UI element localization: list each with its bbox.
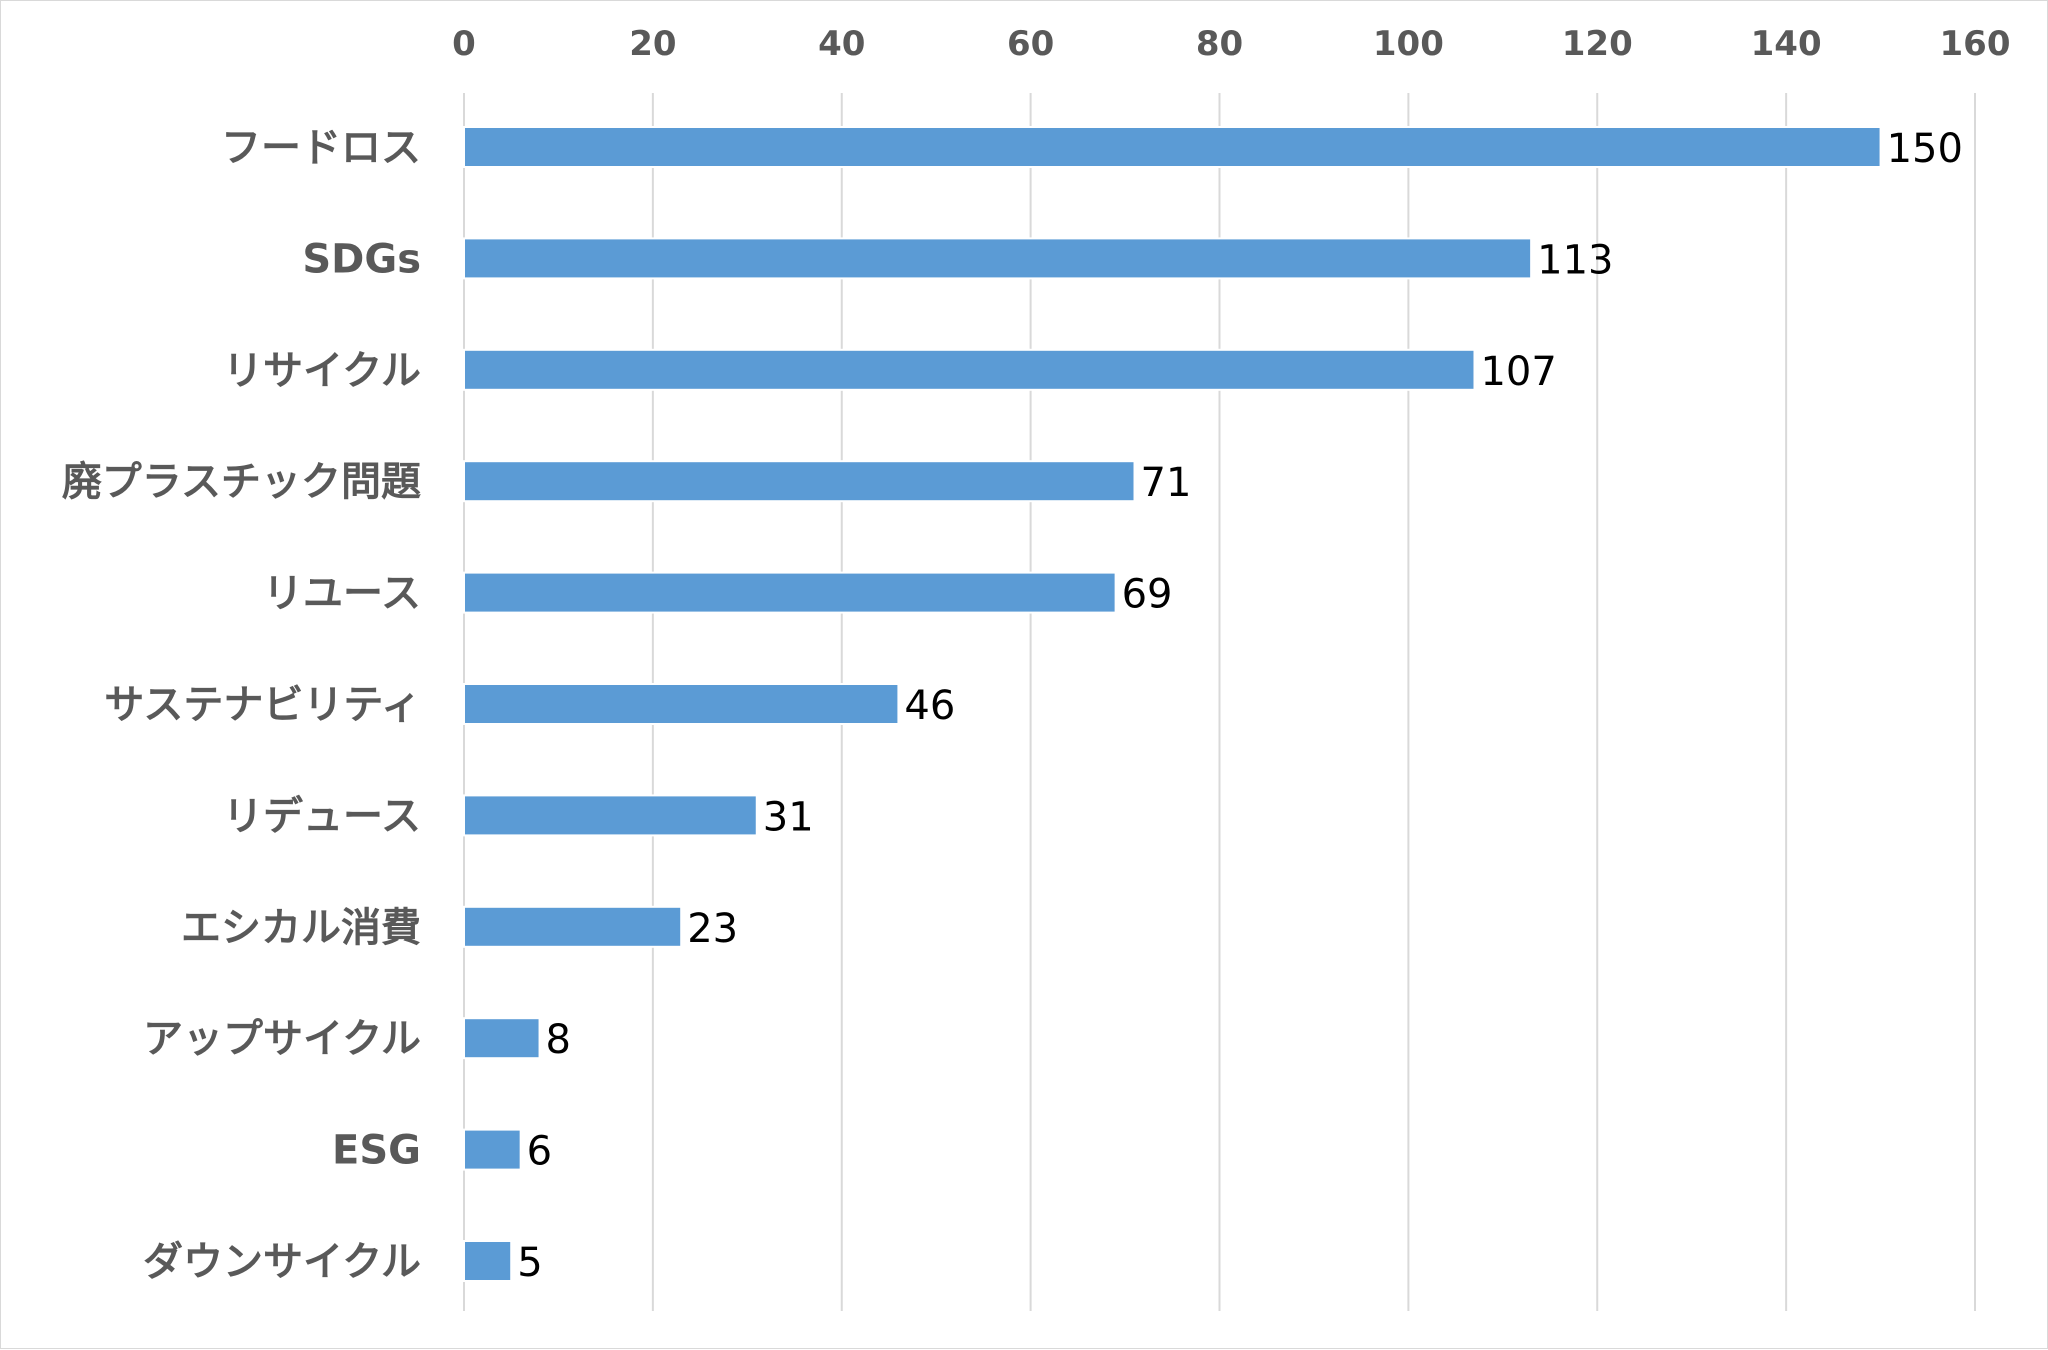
data-label: 6 — [527, 1129, 552, 1175]
data-label: 150 — [1887, 126, 1963, 172]
data-label: 107 — [1480, 349, 1556, 395]
data-label: 46 — [904, 683, 955, 729]
bar — [463, 571, 1117, 614]
bar — [463, 348, 1476, 391]
x-tick-label: 160 — [1940, 24, 2011, 64]
data-label: 5 — [517, 1240, 542, 1286]
bar — [463, 905, 683, 948]
gridlines — [463, 93, 1976, 1311]
x-tick-label: 60 — [1007, 24, 1054, 64]
category-label: リユース — [263, 571, 421, 617]
x-axis-ticks: 0 20 40 60 80 100 120 140 160 — [452, 24, 2010, 64]
category-label: ESG — [332, 1128, 421, 1174]
bar — [463, 460, 1136, 503]
category-label: ダウンサイクル — [143, 1239, 421, 1285]
data-label: 8 — [546, 1017, 571, 1063]
x-tick-label: 0 — [452, 24, 476, 64]
data-label: 71 — [1141, 460, 1192, 506]
category-label: フードロス — [221, 125, 421, 171]
category-label: SDGs — [302, 236, 421, 282]
bar — [463, 683, 900, 725]
bars — [463, 126, 1882, 1282]
bar — [463, 1017, 541, 1060]
bar — [463, 1240, 513, 1282]
category-label: リサイクル — [223, 348, 421, 394]
category-label: 廃プラスチック問題 — [62, 459, 421, 505]
data-label: 31 — [763, 794, 814, 840]
data-labels: 150 113 107 71 69 46 31 23 8 6 5 — [517, 126, 1963, 1286]
category-label: エシカル消費 — [181, 905, 421, 951]
bar — [463, 794, 758, 837]
category-labels: フードロス SDGs リサイクル廃プラスチック問題リユースサステナビリティリデュース… — [62, 125, 421, 1285]
category-label: サステナビリティ — [104, 682, 421, 728]
x-tick-label: 140 — [1751, 24, 1822, 64]
x-tick-label: 40 — [818, 24, 865, 64]
x-tick-label: 80 — [1196, 24, 1243, 64]
x-tick-label: 120 — [1562, 24, 1633, 64]
x-tick-label: 20 — [629, 24, 676, 64]
data-label: 69 — [1122, 572, 1173, 618]
bar — [463, 237, 1533, 280]
bar — [463, 126, 1882, 168]
category-label: アップサイクル — [143, 1016, 421, 1062]
bar — [463, 1128, 522, 1171]
x-tick-label: 100 — [1373, 24, 1444, 64]
data-label: 113 — [1537, 237, 1613, 283]
data-label: 23 — [687, 906, 738, 952]
category-label: リデュース — [223, 793, 421, 839]
